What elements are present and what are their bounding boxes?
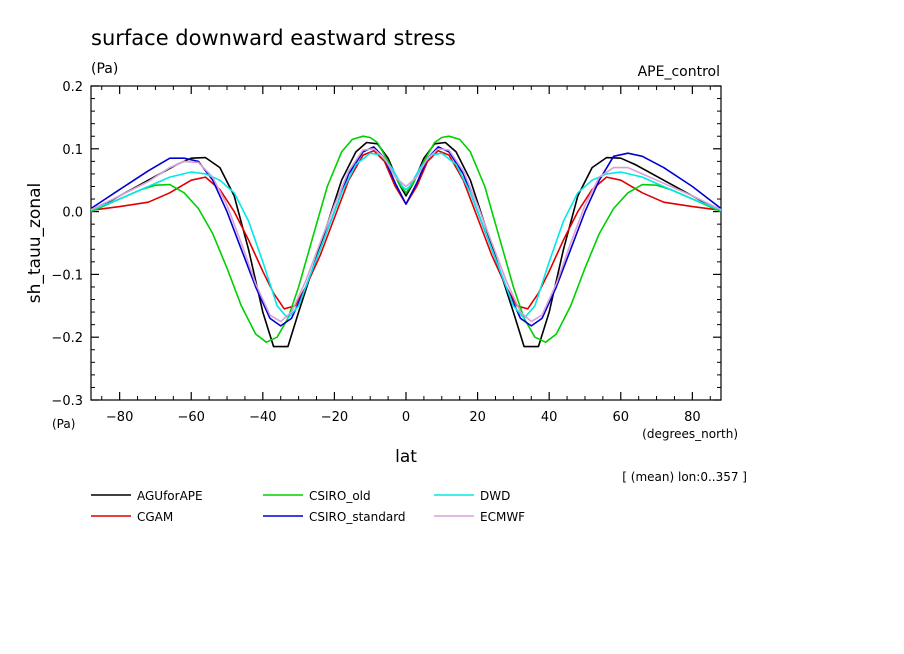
plot-frame: [90, 85, 722, 401]
y-units-label: (Pa): [52, 417, 75, 431]
y-axis-label: sh_tauu_zonal: [25, 183, 45, 304]
legend: AGUforAPE CGAM CSIRO_old CSIRO_standard DWD E…: [91, 489, 525, 524]
x-units-label: (degrees_north): [642, 427, 738, 441]
x-tick-label: −80: [106, 410, 133, 425]
series-lines: [90, 135, 722, 348]
legend-label: DWD: [480, 489, 510, 503]
series-line-csiro-standard: [90, 146, 722, 327]
x-tick-label: −40: [249, 410, 276, 425]
y-tick-label: 0.2: [62, 80, 83, 95]
x-tick-label: −60: [178, 410, 205, 425]
y-tick-label: −0.3: [51, 394, 83, 409]
chart-title: surface downward eastward stress: [91, 26, 456, 50]
legend-item: CSIRO_standard: [263, 510, 406, 524]
legend-item: DWD: [434, 489, 510, 503]
x-tick-label: 40: [541, 410, 558, 425]
legend-label: ECMWF: [480, 510, 525, 524]
legend-item: ECMWF: [434, 510, 525, 524]
title-units: (Pa): [91, 61, 118, 77]
x-tick-label: 80: [684, 410, 701, 425]
series-line-cgam: [90, 149, 722, 310]
legend-item: AGUforAPE: [91, 489, 203, 503]
y-tick-label: 0.0: [62, 206, 83, 221]
series-line-dwd: [90, 152, 722, 320]
y-tick-label: −0.1: [51, 268, 83, 283]
plot-area: −80 −60 −40 −20 0 20 40 60 80 −0.3 −0.2 −0.1 0.0 0.1 0…: [51, 80, 722, 425]
legend-item: CSIRO_old: [263, 489, 371, 503]
x-tick-label: 0: [402, 410, 410, 425]
x-tick-label: 60: [612, 410, 629, 425]
experiment-label: APE_control: [638, 64, 720, 80]
legend-label: AGUforAPE: [137, 489, 203, 503]
legend-item: CGAM: [91, 510, 173, 524]
x-tick-label: −20: [321, 410, 348, 425]
footnote: [ (mean) lon:0..357 ]: [622, 470, 747, 484]
series-line-aguforape: [90, 141, 722, 348]
axis-ticks: −80 −60 −40 −20 0 20 40 60 80 −0.3 −0.2 −0.1 0.0 0.1 0…: [51, 80, 721, 425]
y-tick-label: 0.1: [62, 143, 83, 158]
y-tick-label: −0.2: [51, 331, 83, 346]
series-line-csiro-old: [90, 135, 722, 344]
x-tick-label: 20: [469, 410, 486, 425]
series-line-ecmwf: [90, 148, 722, 323]
legend-label: CGAM: [137, 510, 173, 524]
legend-label: CSIRO_old: [309, 489, 371, 503]
x-axis-label: lat: [395, 447, 417, 467]
legend-label: CSIRO_standard: [309, 510, 406, 524]
